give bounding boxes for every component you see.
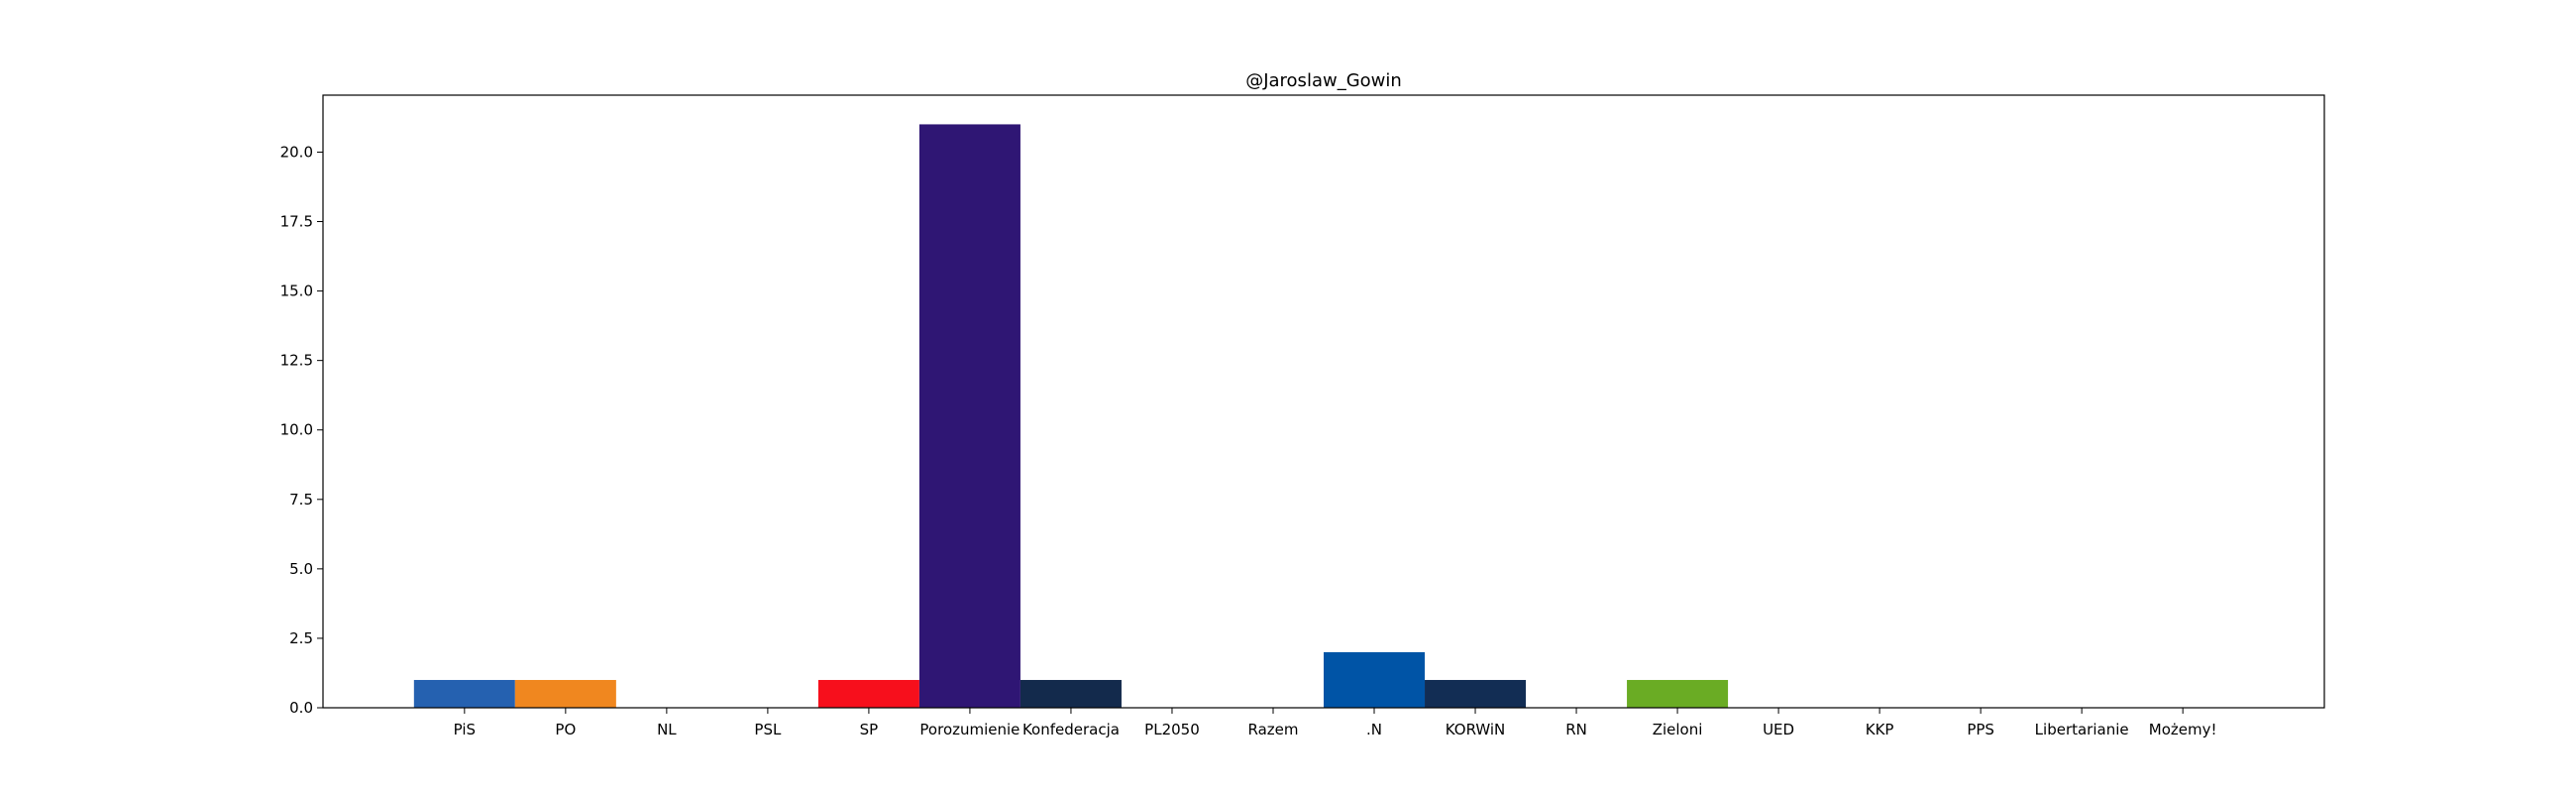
x-tick-label-sp: SP [860,721,879,738]
bar-porozumienie [918,124,1020,709]
x-tick-label-zieloni: Zieloni [1653,721,1703,738]
bar-group [413,124,1729,709]
x-tick-label-razem: Razem [1247,721,1298,738]
x-tick-label-mo-emy: Możemy! [2149,721,2217,738]
y-tick-label-4: 10.0 [280,421,313,439]
bar-konfederacja [1020,679,1122,708]
x-tick-label-libertarianie: Libertarianie [2035,721,2129,738]
x-tick-label-psl: PSL [754,721,782,738]
chart-title: @Jaroslaw_Gowin [1245,70,1402,91]
y-tick-label-0: 0.0 [289,699,313,717]
y-tick-label-6: 15.0 [280,283,313,300]
y-axis: 0.0 2.5 5.0 7.5 10.0 12.5 15.0 17.5 20.0 [280,143,323,717]
x-tick-label-pps: PPS [1967,721,1994,738]
x-axis: PiS PO NL PSL SP Porozumienie Konfederacja PL20… [454,708,2217,738]
x-tick-label-ued: UED [1763,721,1794,738]
y-tick-label-7: 17.5 [280,213,313,231]
y-tick-label-8: 20.0 [280,143,313,161]
bar-pis [413,679,515,708]
plot-area-frame [322,94,2325,709]
bar-korwin [1425,679,1527,708]
x-tick-label-po: PO [555,721,576,738]
y-tick-label-3: 7.5 [289,491,313,509]
x-tick-label-korwin: KORWiN [1446,721,1506,738]
x-tick-label-konfederacja: Konfederacja [1022,721,1120,738]
y-tick-label-1: 2.5 [289,629,313,647]
x-tick-label-kkp: KKP [1866,721,1894,738]
x-tick-label-n: .N [1366,721,1382,738]
bar-sp [817,679,919,708]
bar-zieloni [1627,679,1729,708]
bar-po [514,679,616,708]
x-tick-label-pl2050: PL2050 [1144,721,1200,738]
x-tick-label-porozumienie: Porozumienie [919,721,1020,738]
x-tick-label-nl: NL [657,721,677,738]
x-tick-label-pis: PiS [454,721,476,738]
y-tick-label-2: 5.0 [289,560,313,578]
y-tick-label-5: 12.5 [280,352,313,370]
bar-n [1324,651,1426,708]
x-tick-label-rn: RN [1565,721,1587,738]
